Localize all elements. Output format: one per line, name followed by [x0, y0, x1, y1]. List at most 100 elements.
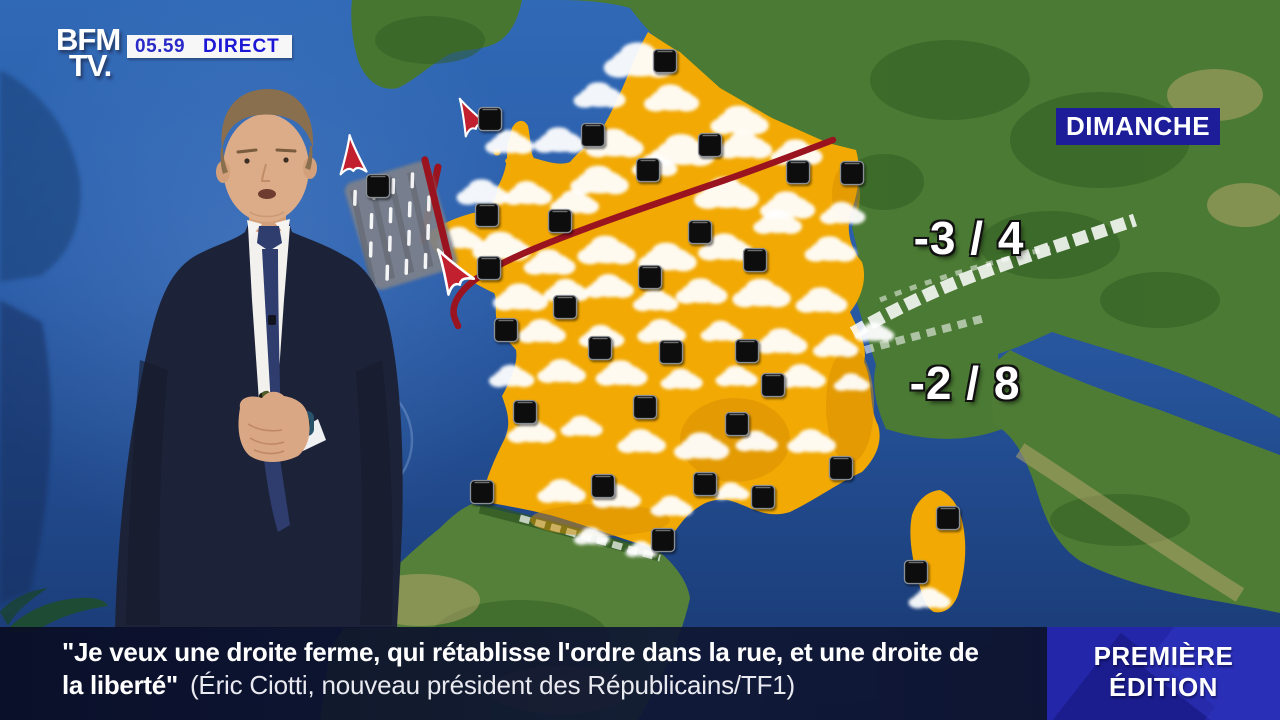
weather-marker: [512, 399, 538, 425]
ticker-quote-line2: la liberté" (Éric Ciotti, nouveau préside…: [62, 669, 1042, 702]
front-line-main: [450, 136, 837, 330]
raindrop-icon: [387, 235, 392, 252]
chin-line: [249, 211, 285, 218]
studio-plant: [0, 588, 108, 632]
raindrop-icon: [368, 241, 373, 258]
weather-marker: [760, 372, 786, 398]
weather-marker: [469, 479, 495, 505]
weather-marker: [692, 471, 718, 497]
mouth: [258, 189, 276, 199]
cloud-icon: [472, 231, 531, 261]
cloud-icon: [716, 131, 773, 159]
cloud-icon: [577, 235, 636, 265]
italy-landmass: [991, 350, 1280, 613]
tie: [262, 249, 281, 438]
raindrop-icon: [407, 229, 411, 246]
cloud-icon: [456, 179, 509, 205]
raindrop-icon: [423, 252, 428, 270]
cloud-icon: [507, 419, 556, 443]
weather-marker: [658, 339, 684, 365]
weather-marker: [742, 247, 768, 273]
raindrop-icon: [410, 172, 415, 189]
cloud-icon: [533, 127, 586, 153]
cloud-icon: [595, 360, 648, 386]
logo-line1: BFM: [56, 22, 121, 57]
weather-markers-layer: [365, 48, 961, 585]
cloud-icon: [573, 527, 610, 545]
live-badge: DIRECT: [203, 35, 280, 57]
weather-marker: [734, 338, 760, 364]
presenter-face: [223, 114, 309, 222]
eyebrow: [236, 148, 258, 154]
cloud-icon: [755, 328, 808, 354]
weather-marker: [935, 505, 961, 531]
ticker-attribution: (Éric Ciotti, nouveau président des Répu…: [189, 670, 795, 700]
weather-marker: [828, 455, 854, 481]
tie-tail: [264, 458, 290, 532]
weather-marker: [903, 559, 929, 585]
weather-marker: [724, 411, 750, 437]
cloud-icon: [673, 432, 730, 460]
collar-right: [275, 219, 290, 237]
studio-shadow-top-left: [0, 70, 81, 282]
cloud-icon: [537, 479, 586, 503]
wind-arrow-icon: [339, 134, 368, 176]
studio-shadow-bottom-left: [0, 300, 52, 604]
weather-marker: [637, 264, 663, 290]
cloud-icon: [632, 288, 679, 312]
cloud-icon: [819, 201, 866, 225]
collar-left: [247, 220, 262, 238]
weather-marker: [652, 48, 678, 74]
weather-marker: [580, 122, 606, 148]
weather-marker: [477, 106, 503, 132]
raindrop-icon: [391, 178, 396, 195]
weather-marker: [590, 473, 616, 499]
eyebrow: [275, 148, 297, 153]
weather-marker: [632, 394, 658, 420]
apennines-ridge: [1015, 443, 1245, 602]
raindrop-icon: [369, 212, 374, 230]
cloud-icon: [732, 278, 791, 308]
wind-arrows-layer: [339, 97, 489, 296]
cloud-icon: [795, 287, 848, 313]
program-title: PREMIÈRE ÉDITION: [1047, 627, 1280, 703]
cloud-icon: [715, 365, 758, 387]
cloud-icon: [650, 495, 693, 517]
cloud-icon: [643, 84, 700, 112]
cloud-icon: [660, 368, 703, 390]
cloud-icon: [753, 210, 802, 234]
cloud-icon: [492, 283, 549, 311]
weather-marker: [493, 317, 519, 343]
lapel-microphone: [268, 315, 276, 325]
bfm-tv-logo: BFM TV.: [56, 24, 121, 83]
logo-line2: TV.: [68, 48, 112, 83]
weather-marker: [635, 157, 661, 183]
ticker-text: "Je veux une droite ferme, qui rétabliss…: [62, 636, 1042, 702]
cloud-icon: [804, 236, 857, 262]
weather-marker: [697, 132, 723, 158]
forecast-day-badge: DIMANCHE: [1056, 108, 1220, 145]
eye: [244, 158, 250, 164]
raindrop-icon: [353, 189, 357, 206]
cloud-icon: [585, 274, 634, 298]
suit-shade-right: [356, 360, 393, 625]
time-live-bar: 05.59 DIRECT: [127, 35, 292, 58]
cloud-icon: [710, 105, 769, 135]
weather-marker: [687, 219, 713, 245]
cloud-icon: [700, 320, 743, 342]
weather-marker: [552, 294, 578, 320]
weather-marker: [474, 202, 500, 228]
ticker-quote-line2-bold: la liberté": [62, 670, 178, 700]
weather-marker: [587, 335, 613, 361]
cloud-icon: [908, 587, 951, 609]
cloud-icon: [503, 181, 552, 205]
cloud-icon: [537, 359, 586, 383]
raindrop-icon: [426, 195, 431, 212]
suit-shade-left: [126, 360, 168, 625]
cloud-icon: [855, 322, 895, 342]
cloud-icon: [517, 319, 566, 343]
program-title-line2: ÉDITION: [1109, 672, 1218, 702]
program-badge: PREMIÈRE ÉDITION: [1047, 627, 1280, 720]
weather-marker: [650, 527, 676, 553]
